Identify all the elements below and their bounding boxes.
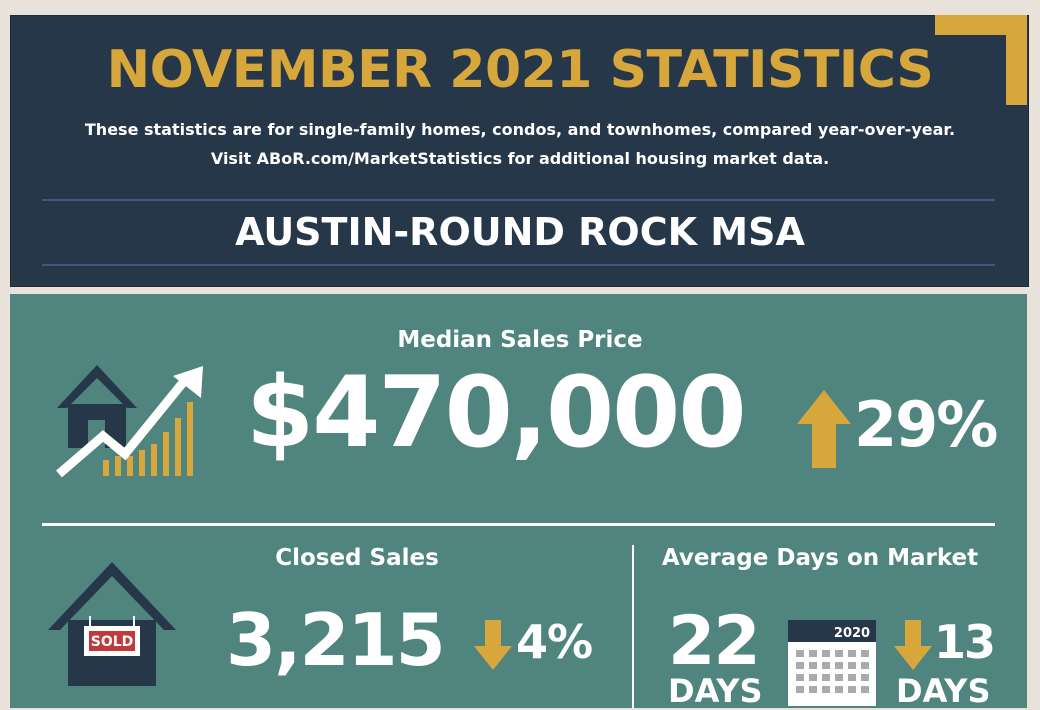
sold-sign-text: SOLD — [91, 634, 134, 650]
days-on-market-label: Average Days on Market — [661, 545, 979, 571]
header-divider-top — [42, 199, 995, 201]
house-sold-icon: SOLD — [48, 562, 176, 686]
closed-sales-change: 4% — [516, 615, 593, 669]
closed-sales-value: 3,215 — [226, 598, 446, 682]
arrow-down-icon — [474, 620, 512, 670]
arrow-up-icon — [797, 390, 851, 468]
calendar-icon: 2020 — [788, 620, 876, 706]
days-on-market-change-unit: DAYS — [896, 672, 991, 710]
arrow-down-icon — [894, 620, 932, 670]
median-price-change: 29% — [854, 388, 998, 461]
corner-accent — [935, 15, 1027, 105]
section-divider — [42, 523, 995, 526]
days-on-market-unit: DAYS — [668, 672, 763, 710]
calendar-year: 2020 — [834, 626, 870, 641]
header-divider-bottom — [42, 264, 995, 266]
days-on-market-value: 22 — [668, 602, 761, 681]
page-title: NOVEMBER 2021 STATISTICS — [106, 40, 934, 100]
header-banner — [10, 15, 1029, 287]
median-price-value: $470,000 — [246, 356, 747, 470]
house-growth-chart-icon — [56, 365, 203, 478]
column-divider — [632, 545, 634, 708]
days-on-market-change: 13 — [934, 615, 996, 669]
closed-sales-label: Closed Sales — [275, 545, 439, 571]
subtitle-line-1: These statistics are for single-family h… — [84, 120, 956, 139]
region-title: AUSTIN-ROUND ROCK MSA — [235, 210, 805, 254]
median-price-label: Median Sales Price — [397, 327, 643, 353]
subtitle-line-2: Visit ABoR.com/MarketStatistics for addi… — [210, 149, 830, 168]
